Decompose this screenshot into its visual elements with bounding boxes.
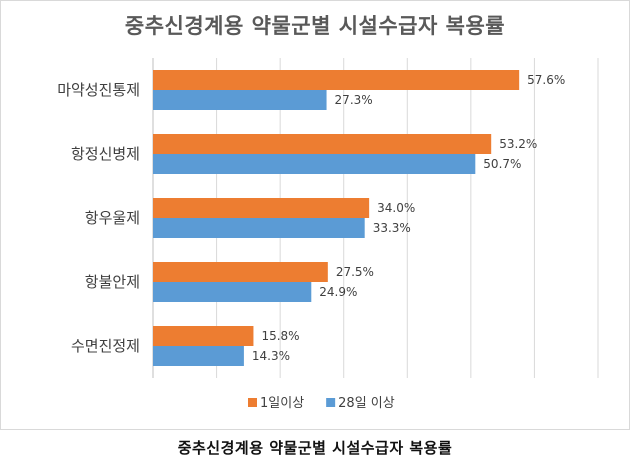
figure-caption: 중추신경계용 약물군별 시설수급자 복용률	[177, 439, 453, 457]
data-label: 14.3%	[252, 349, 290, 363]
data-label: 57.6%	[527, 73, 565, 87]
bar-chart: 마약성진통제 57.6% 27.3% 항정신병제 53.2% 50.7% 항우울제 34.0%…	[57, 58, 599, 411]
category-label: 마약성진통제	[57, 81, 140, 99]
bar	[153, 262, 328, 282]
category-label: 항우울제	[85, 209, 140, 227]
legend-swatch	[326, 398, 336, 407]
bar	[153, 198, 370, 218]
legend-label: 28일 이상	[338, 396, 395, 411]
bar	[153, 326, 254, 346]
category-label: 항정신병제	[71, 145, 140, 163]
bar	[153, 282, 312, 302]
bar	[153, 70, 520, 90]
data-label: 15.8%	[261, 329, 299, 343]
bar	[153, 218, 365, 238]
chart-title: 중추신경계용 약물군별 시설수급자 복용률	[124, 14, 506, 38]
bar	[153, 154, 476, 174]
data-label: 33.3%	[373, 221, 411, 235]
data-label: 27.3%	[335, 93, 373, 107]
bar	[153, 346, 244, 366]
category-label: 항불안제	[85, 273, 140, 291]
legend-swatch	[248, 398, 257, 407]
legend-label: 1일이상	[260, 396, 304, 411]
data-label: 27.5%	[336, 265, 374, 279]
data-label: 34.0%	[377, 201, 415, 215]
category-label: 수면진정제	[71, 337, 140, 355]
data-label: 24.9%	[319, 285, 357, 299]
bar	[153, 134, 492, 154]
data-label: 53.2%	[499, 137, 537, 151]
bar	[153, 90, 327, 110]
data-label: 50.7%	[483, 157, 521, 171]
